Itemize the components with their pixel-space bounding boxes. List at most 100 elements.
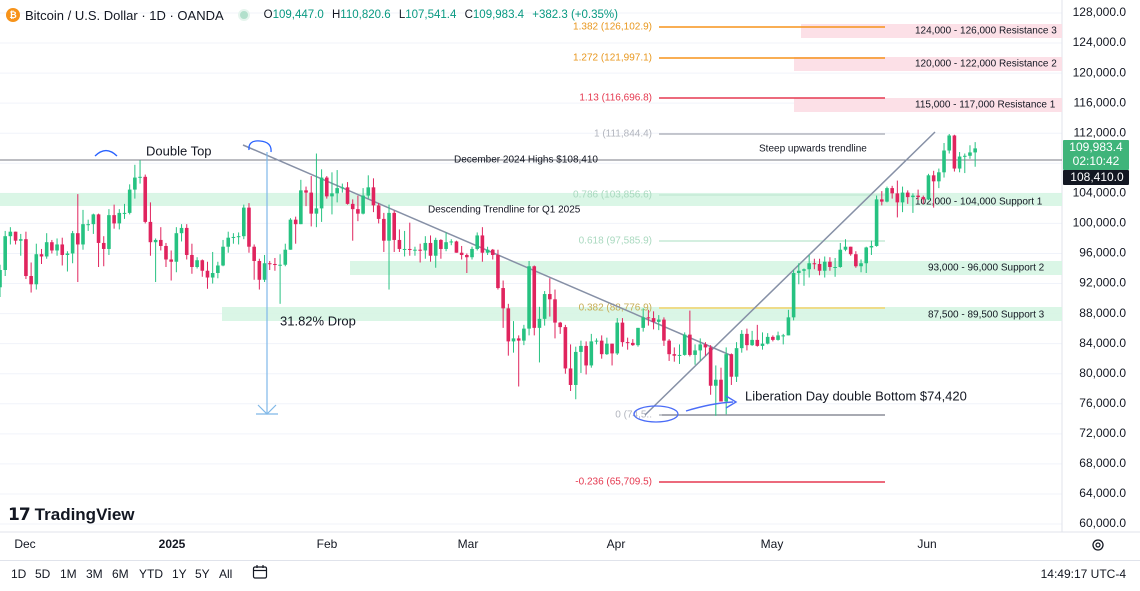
candle-body-171[interactable] bbox=[885, 188, 889, 202]
candle-body-175[interactable] bbox=[905, 192, 910, 198]
candle-body-141[interactable] bbox=[729, 354, 734, 377]
candle-body-126[interactable] bbox=[651, 318, 656, 322]
candle-body-177[interactable] bbox=[916, 195, 920, 198]
candle-body-158[interactable] bbox=[817, 263, 822, 271]
candle-body-84[interactable] bbox=[433, 239, 438, 256]
candle-body-23[interactable] bbox=[117, 212, 122, 224]
candle-body-98[interactable] bbox=[506, 308, 511, 342]
candle-body-131[interactable] bbox=[677, 354, 682, 356]
current-price-badge[interactable] bbox=[1063, 140, 1129, 170]
candle-body-120[interactable] bbox=[620, 322, 625, 343]
candle-body-62[interactable] bbox=[319, 177, 324, 209]
candle-body-179[interactable] bbox=[926, 175, 931, 200]
candle-body-86[interactable] bbox=[444, 242, 448, 249]
candle-body-36[interactable] bbox=[184, 227, 189, 255]
candle-body-79[interactable] bbox=[407, 248, 412, 250]
candle-body-35[interactable] bbox=[179, 227, 184, 234]
candle-body-60[interactable] bbox=[309, 192, 314, 214]
candle-body-75[interactable] bbox=[387, 212, 391, 241]
candle-body-136[interactable] bbox=[703, 344, 708, 348]
range-button-all[interactable]: All bbox=[219, 567, 233, 581]
candle-body-90[interactable] bbox=[465, 254, 469, 258]
settings-gear-icon[interactable] bbox=[1092, 539, 1104, 551]
candle-body-152[interactable] bbox=[786, 317, 791, 336]
candle-body-27[interactable] bbox=[138, 176, 142, 178]
candle-body-29[interactable] bbox=[148, 221, 153, 243]
candle-body-114[interactable] bbox=[589, 341, 594, 366]
candle-body-41[interactable] bbox=[210, 273, 215, 278]
candle-body-44[interactable] bbox=[226, 237, 231, 247]
clock[interactable]: 14:49:17 UTC-4 bbox=[1040, 567, 1126, 581]
candle-body-17[interactable] bbox=[86, 224, 90, 226]
candle-body-108[interactable] bbox=[558, 322, 562, 328]
candle-body-153[interactable] bbox=[791, 273, 796, 318]
candle-body-97[interactable] bbox=[501, 288, 505, 309]
candle-body-8[interactable] bbox=[39, 254, 44, 257]
candle-body-139[interactable] bbox=[719, 379, 723, 402]
candle-body-146[interactable] bbox=[755, 339, 760, 346]
price-axis[interactable]: 128,000.0 124,000.0 120,000.0 116,000.0 112,… bbox=[1063, 5, 1129, 530]
candle-body-50[interactable] bbox=[257, 260, 262, 280]
candle-body-66[interactable] bbox=[340, 187, 345, 189]
candle-body-188[interactable] bbox=[973, 148, 977, 153]
candle-body-93[interactable] bbox=[480, 235, 485, 253]
candle-body-106[interactable] bbox=[548, 294, 552, 300]
candle-body-68[interactable] bbox=[350, 203, 355, 210]
candle-body-96[interactable] bbox=[496, 254, 500, 289]
candle-body-117[interactable] bbox=[605, 343, 609, 355]
candle-body-145[interactable] bbox=[750, 339, 754, 346]
candle-body-137[interactable] bbox=[708, 347, 713, 386]
candle-body-11[interactable] bbox=[55, 244, 59, 251]
candle-body-32[interactable] bbox=[164, 245, 168, 260]
candle-body-77[interactable] bbox=[397, 239, 402, 249]
candle-body-51[interactable] bbox=[262, 263, 267, 280]
candle-body-127[interactable] bbox=[656, 319, 661, 322]
candle-body-110[interactable] bbox=[568, 368, 573, 385]
candle-body-10[interactable] bbox=[50, 242, 54, 251]
candle-body-46[interactable] bbox=[236, 236, 241, 238]
candle-body-181[interactable] bbox=[937, 172, 941, 182]
candle-body-43[interactable] bbox=[221, 246, 225, 266]
candle-body-172[interactable] bbox=[890, 188, 894, 194]
candle-body-170[interactable] bbox=[879, 199, 884, 202]
range-button-5y[interactable]: 5Y bbox=[195, 567, 210, 581]
candle-body-38[interactable] bbox=[195, 260, 199, 267]
candle-body-167[interactable] bbox=[864, 247, 869, 264]
candle-body-187[interactable] bbox=[968, 152, 972, 156]
candle-body-125[interactable] bbox=[646, 317, 651, 319]
chart-canvas[interactable]: 124,000 - 126,000 Resistance 3 120,000 - … bbox=[0, 0, 1140, 560]
range-button-1d[interactable]: 1D bbox=[11, 567, 27, 581]
candle-body-19[interactable] bbox=[96, 214, 101, 243]
candle-body-166[interactable] bbox=[859, 263, 863, 267]
candle-body-70[interactable] bbox=[361, 195, 365, 214]
candle-body-85[interactable] bbox=[439, 239, 443, 249]
range-button-ytd[interactable]: YTD bbox=[139, 567, 163, 581]
candle-body-45[interactable] bbox=[231, 236, 236, 238]
candle-body-107[interactable] bbox=[553, 299, 557, 323]
candle-body-21[interactable] bbox=[107, 215, 111, 249]
candle-body-39[interactable] bbox=[200, 260, 205, 271]
candle-body-34[interactable] bbox=[174, 233, 179, 262]
candle-body-69[interactable] bbox=[356, 209, 360, 214]
candle-body-22[interactable] bbox=[112, 215, 116, 224]
range-button-3m[interactable]: 3M bbox=[86, 567, 103, 581]
candle-body-149[interactable] bbox=[771, 336, 775, 340]
candle-body-133[interactable] bbox=[688, 334, 692, 355]
candle-body-40[interactable] bbox=[205, 270, 210, 278]
candle-body-157[interactable] bbox=[812, 263, 817, 265]
candle-body-64[interactable] bbox=[330, 193, 334, 197]
candle-body-135[interactable] bbox=[698, 344, 703, 351]
candle-body-13[interactable] bbox=[65, 253, 70, 255]
candle-body-14[interactable] bbox=[70, 233, 75, 254]
candle-body-7[interactable] bbox=[34, 254, 39, 285]
candle-body-173[interactable] bbox=[895, 193, 900, 203]
candle-body-174[interactable] bbox=[900, 192, 905, 203]
candle-body-185[interactable] bbox=[957, 156, 962, 169]
candle-body-178[interactable] bbox=[921, 197, 926, 200]
candle-body-20[interactable] bbox=[101, 242, 106, 249]
candle-body-183[interactable] bbox=[947, 135, 952, 151]
candle-body-184[interactable] bbox=[952, 135, 957, 169]
candle-body-161[interactable] bbox=[833, 266, 837, 268]
range-button-5d[interactable]: 5D bbox=[35, 567, 51, 581]
candle-body-111[interactable] bbox=[573, 351, 578, 385]
